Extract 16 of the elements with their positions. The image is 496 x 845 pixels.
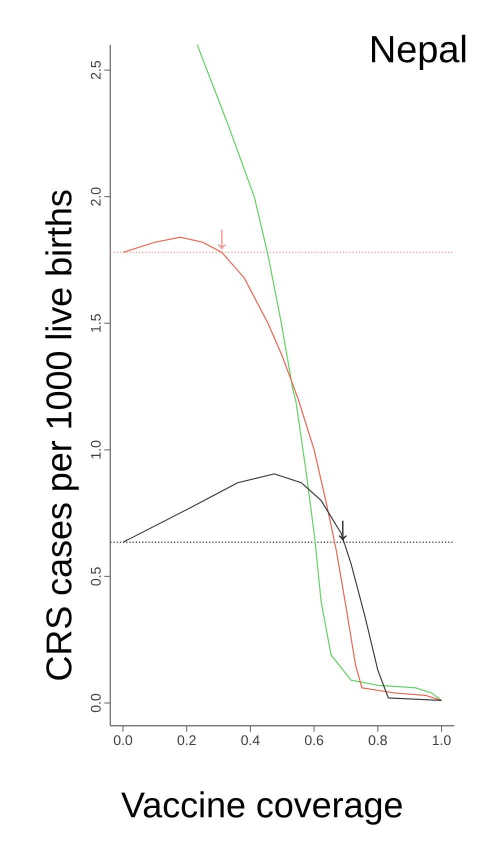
y-tick-label: 0.0 (90, 694, 101, 712)
y-tick-label: 1.5 (91, 314, 101, 332)
chart-title: Nepal (372, 34, 466, 70)
x-tick-label: 1.0 (432, 735, 451, 746)
x-tick-label: 0.6 (304, 735, 324, 746)
y-tick-label: 1.0 (90, 440, 101, 458)
x-tick-label: 0.8 (368, 735, 387, 746)
x-tick-label: 0.4 (241, 735, 260, 746)
y-tick-label: 0.5 (90, 567, 101, 586)
annotation: ↓ (218, 230, 226, 250)
x-tick-label: 0.2 (178, 735, 196, 746)
x-axis-title: Vaccine coverage (121, 791, 402, 825)
y-tick-label: 2.5 (90, 60, 101, 80)
y-tick-label: 2.0 (90, 188, 101, 206)
y-axis-title: CRS cases per 1000 live births (45, 190, 79, 680)
x-tick-label: 0.0 (114, 735, 132, 746)
